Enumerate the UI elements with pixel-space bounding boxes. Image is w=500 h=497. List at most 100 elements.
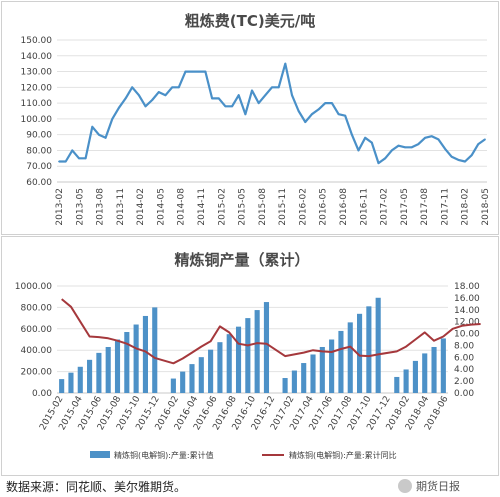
output-bar [142, 315, 149, 393]
output-bar [403, 369, 409, 393]
tc-data-point [237, 94, 240, 97]
x-tick-label: 2015-11 [278, 188, 288, 226]
output-bar [208, 349, 214, 393]
x-tick-label: 2014-02 [136, 188, 146, 226]
tc-data-point [197, 70, 200, 73]
x-tick-label: 2014-05 [156, 188, 166, 226]
x-tick-label: 2013-05 [75, 188, 85, 226]
tc-data-point [271, 86, 273, 89]
y2-tick-label: 18.00 [454, 282, 480, 292]
tc-data-point [410, 146, 413, 149]
tc-data-point [317, 108, 320, 111]
x-tick-label: 2016-08 [339, 188, 349, 226]
x-tick-label: 2017-08 [420, 188, 430, 226]
y2-tick-label: 0.00 [454, 389, 474, 399]
tc-data-point [137, 94, 140, 97]
output-bar [338, 330, 344, 393]
output-bar [394, 376, 400, 393]
output-bar [133, 324, 139, 393]
output-bar [198, 357, 204, 393]
tc-data-point [297, 110, 300, 112]
x-tick-label: 2017-05 [400, 188, 410, 226]
tc-data-point [71, 149, 74, 152]
y-tick-label: 130.00 [21, 68, 53, 78]
tc-data-point [84, 157, 87, 160]
x-tick-label: 2015-08 [258, 188, 268, 226]
output-bar [96, 352, 102, 393]
output-bar [301, 363, 307, 393]
tc-data-point [244, 113, 247, 116]
output-bar [245, 318, 251, 393]
yoy-series-line [61, 298, 481, 365]
legend-bar-swatch [90, 451, 110, 458]
y2-tick-label: 10.00 [454, 330, 480, 340]
tc-data-point [78, 157, 80, 160]
watermark: 期货日报 [398, 478, 460, 494]
output-bar [59, 379, 65, 393]
y-tick-label: 120.00 [21, 83, 53, 93]
output-bar [152, 307, 158, 393]
output-bar [310, 354, 316, 393]
output-bar [291, 370, 297, 393]
y2-tick-label: 4.00 [454, 365, 474, 375]
tc-data-point [211, 97, 213, 100]
x-tick-label: 2014-11 [197, 188, 207, 226]
tc-data-point [417, 143, 420, 146]
x-tick-label: 2018-05 [481, 188, 491, 226]
x-tick-label: 2014-08 [177, 188, 187, 226]
tc-data-point [64, 160, 67, 163]
y-tick-label: 100.00 [21, 115, 53, 125]
output-bar [375, 297, 381, 393]
tc-data-point [177, 86, 180, 89]
tc-data-point [337, 113, 340, 116]
x-tick-label: 2013-02 [55, 188, 65, 226]
y2-tick-label: 8.00 [454, 341, 474, 351]
tc-data-point [384, 157, 387, 160]
output-bar [347, 322, 353, 393]
tc-series-line [59, 62, 486, 165]
tc-data-point [464, 160, 466, 163]
output-bar [68, 372, 74, 393]
y-tick-label: 150.00 [21, 36, 53, 46]
x-tick-label: 2015-02 [217, 188, 227, 226]
tc-data-point [224, 105, 227, 108]
x-tick-label: 2013-11 [116, 188, 126, 226]
tc-data-point [264, 94, 267, 97]
output-bar [180, 371, 186, 393]
y-tick-label: 0.00 [32, 389, 52, 399]
copper-output-chart-panel: 精炼铜产量（累计） 1000.00 800.00 600.00 400.00 200.00… [1, 236, 499, 476]
tc-data-point [257, 102, 260, 105]
output-bar [226, 334, 232, 393]
tc-data-point [157, 91, 160, 93]
tc-chart-panel: 粗炼费(TC)美元/吨 150.00 140.00 130.00 120.00 110.0… [1, 1, 499, 235]
tc-data-point [484, 138, 486, 141]
tc-data-point [124, 97, 127, 100]
x-tick-label: 2017-02 [380, 188, 390, 226]
y-tick-label: 140.00 [21, 52, 53, 62]
x-tick-label: 2015-05 [238, 188, 248, 226]
x-tick-label: 2016-02 [298, 188, 308, 226]
y-tick-label: 400.00 [21, 346, 53, 356]
output-bar [114, 339, 121, 393]
output-bar [412, 360, 418, 393]
tc-data-point [324, 102, 327, 105]
tc-data-point [470, 154, 473, 157]
watermark-text: 期货日报 [416, 480, 460, 493]
output-bar [440, 338, 446, 393]
tc-data-point [98, 133, 100, 136]
output-bar [329, 339, 335, 393]
y-tick-label: 80.00 [26, 146, 52, 156]
output-bar [282, 378, 288, 393]
chart-title: 精炼铜产量（累计） [174, 251, 309, 269]
data-source-note: 数据来源：同花顺、美尔雅期货。 [6, 480, 187, 494]
tc-data-point [184, 70, 187, 73]
tc-data-point [284, 62, 287, 65]
legend-line-label: 精炼铜(电解铜):产量:累计同比 [289, 450, 397, 460]
tc-data-point [204, 70, 207, 73]
tc-data-point [444, 147, 446, 150]
output-bar [105, 346, 111, 393]
tc-data-point [311, 113, 313, 116]
tc-data-point [424, 136, 426, 139]
tc-data-point [171, 86, 174, 89]
x-tick-label: 2017-11 [440, 188, 450, 226]
